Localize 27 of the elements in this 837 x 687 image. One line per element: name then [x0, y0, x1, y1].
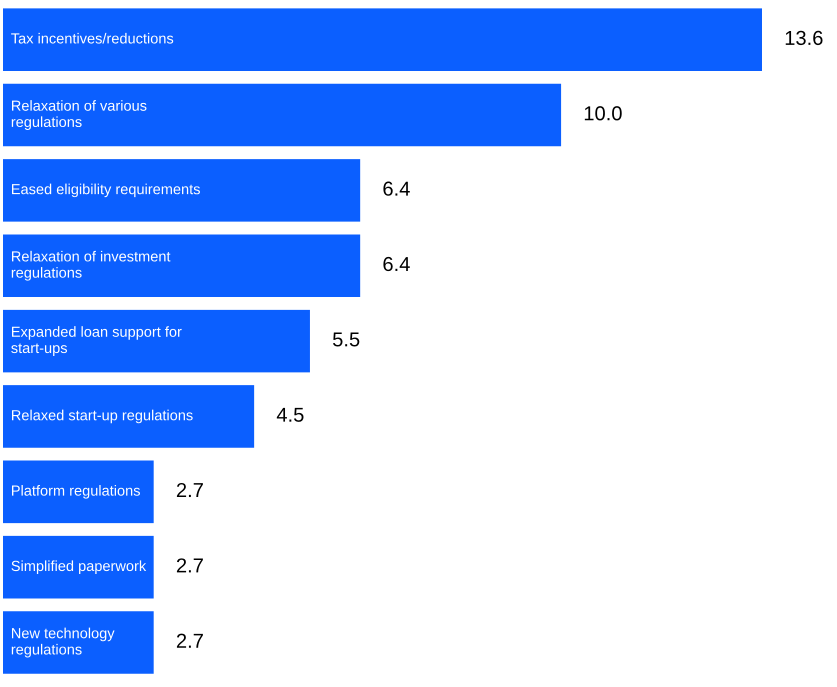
y-tick-label: Simplified paperwork — [11, 560, 146, 574]
data-label: 13.6 — [786, 30, 823, 46]
data-label: 10.0 — [584, 106, 622, 120]
data-label: 6.4 — [383, 182, 410, 196]
data-label: 4.5 — [276, 408, 304, 422]
y-tick-label: Relaxation of various regulations — [12, 100, 146, 130]
bar — [3, 536, 154, 598]
data-label: 2.7 — [176, 634, 203, 648]
bar — [3, 84, 562, 146]
bar — [3, 385, 254, 448]
data-label: 2.7 — [176, 558, 203, 572]
y-tick-label: Eased eligibility requirements — [12, 184, 200, 198]
bar — [3, 159, 360, 222]
data-label: 6.4 — [383, 256, 410, 272]
bar — [3, 234, 360, 298]
bar — [3, 8, 762, 71]
data-label: 5.5 — [332, 332, 360, 347]
y-tick-label: Relaxed start-up regulations — [12, 410, 193, 424]
data-label: 2.7 — [176, 482, 203, 498]
y-tick-label: Relaxation of investment regulations — [12, 250, 170, 281]
y-tick-label: New technology regulations — [12, 628, 115, 658]
bar — [3, 611, 154, 674]
bar — [3, 310, 310, 372]
y-tick-label: Platform regulations — [12, 485, 140, 499]
bar — [3, 460, 154, 524]
y-tick-label: Tax incentives/reductions — [11, 32, 174, 44]
y-tick-label: Expanded loan support for start-ups — [11, 326, 182, 356]
